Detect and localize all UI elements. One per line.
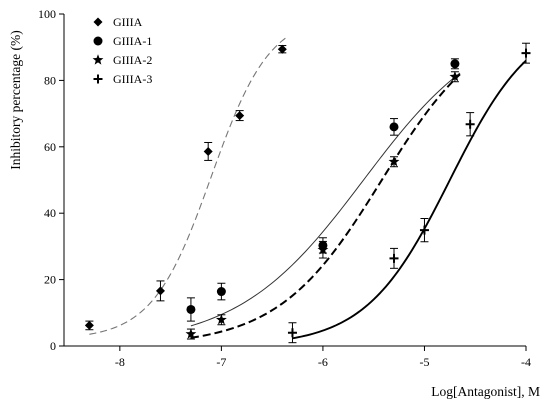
data-point [388,156,400,167]
legend-marker-giiia-1 [93,36,103,46]
y-tick-label: 40 [44,206,56,220]
data-point [216,287,226,297]
x-tick-label: -8 [115,355,125,369]
y-tick-label: 0 [50,339,56,353]
legend-label-giiia-3: GIIIA-3 [113,72,152,86]
y-tick-label: 100 [38,7,56,21]
series-giiia-2 [185,71,461,340]
fit-curve [190,72,461,327]
data-point [186,304,196,314]
data-point [450,59,460,69]
legend-label-giiia-1: GIIIA-1 [113,34,152,48]
legend: GIIIA GIIIA-1 GIIIA-2 GIIIA-3 [92,15,152,86]
legend-label-giiia-2: GIIIA-2 [113,53,152,67]
x-tick-label: -5 [419,355,429,369]
x-axis-label: Log[Antagonist], M [431,384,540,399]
series-giiia [84,36,288,335]
x-tick-label: -7 [216,355,226,369]
data-point [185,328,197,339]
y-axis-label: Inhibitory percentage (%) [8,30,23,169]
data-point [277,44,287,54]
legend-marker-giiia [93,17,103,27]
legend-marker-giiia-2 [92,54,104,65]
x-tick-label: -4 [521,355,531,369]
series-giiia-1 [186,58,461,327]
data-point [203,146,213,156]
data-point [84,320,94,330]
data-point [449,71,461,82]
data-point [389,122,399,132]
series-giiia-3 [287,42,531,344]
data-point [235,111,245,121]
fit-curve [190,73,461,339]
legend-label-giiia: GIIIA [113,15,143,29]
data-point [389,253,399,263]
plot-area [84,36,531,344]
data-point [419,225,429,235]
data-point [465,119,475,129]
y-tick-label: 60 [44,140,56,154]
axes: 0 20 40 60 80 100 -8 -7 -6 -5 -4 [38,7,531,369]
data-point [521,48,531,58]
fit-curve [292,59,527,340]
data-point [287,328,297,338]
x-tick-label: -6 [318,355,328,369]
legend-marker-giiia-3 [93,74,103,84]
fit-curve [89,36,288,335]
data-point [215,314,227,325]
data-point [155,286,165,296]
y-tick-label: 20 [44,273,56,287]
data-point [317,244,329,255]
y-tick-label: 80 [44,73,56,87]
